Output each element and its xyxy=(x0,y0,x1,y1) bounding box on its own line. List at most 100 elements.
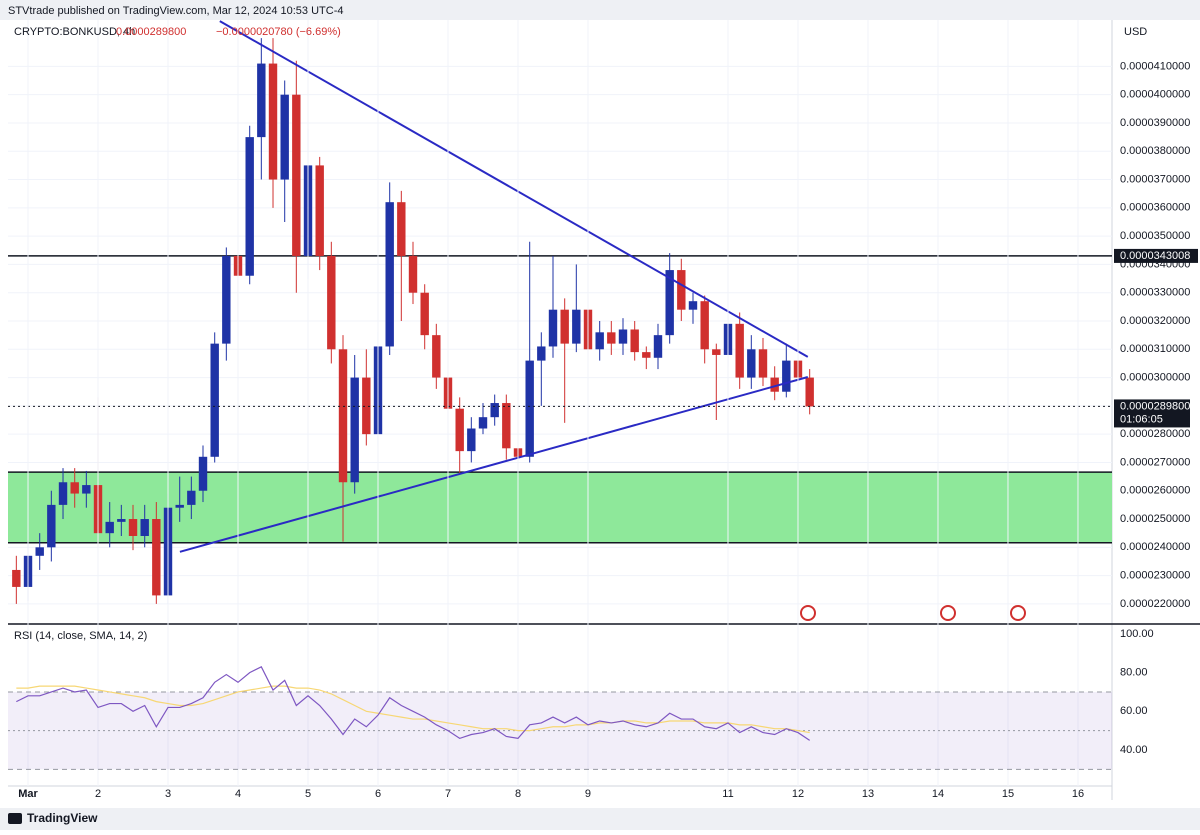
x-tick-label: 12 xyxy=(792,788,804,800)
candle-body xyxy=(222,255,231,344)
candle-body xyxy=(712,349,721,355)
candle-body xyxy=(688,301,698,310)
rsi-line xyxy=(16,666,811,741)
candle-body xyxy=(653,335,663,358)
candle-body xyxy=(12,569,21,587)
candle-body xyxy=(560,309,569,344)
candle-body xyxy=(572,309,581,344)
tv-logo xyxy=(8,813,22,824)
candle-body xyxy=(315,165,324,256)
candle-body xyxy=(58,482,68,505)
y-tick-label: 0.0000310000 xyxy=(1120,343,1190,355)
last-price-label: 0.0000289800 xyxy=(1120,400,1190,412)
demand-zone xyxy=(8,472,1112,543)
candle-body xyxy=(327,255,336,350)
footer-brand: TradingView xyxy=(27,811,98,825)
x-tick-label: 14 xyxy=(932,788,944,800)
candle-body xyxy=(338,349,348,483)
plot: 0.0000220000 0.0000230000 0.0000240000 0.00… xyxy=(8,20,1198,800)
candle-body xyxy=(198,456,208,491)
event-icon[interactable] xyxy=(800,605,816,621)
y-tick-label: 0.0000230000 xyxy=(1120,570,1190,582)
candle-body xyxy=(35,547,44,556)
rsi-tick-label: 80.00 xyxy=(1120,667,1148,679)
countdown: 01:06:05 xyxy=(1120,413,1163,425)
candle-body xyxy=(618,329,628,344)
y-tick-label: 0.0000270000 xyxy=(1120,456,1190,468)
last-price-badge xyxy=(1114,399,1190,428)
publish-info: STVtrade published on TradingView.com, M… xyxy=(8,5,343,17)
price-badge xyxy=(1114,248,1198,263)
candle-body xyxy=(257,63,266,138)
candle-body xyxy=(770,377,779,392)
candle-body xyxy=(782,360,791,392)
candle-body xyxy=(292,94,301,256)
candle-body xyxy=(455,408,464,452)
candle-body xyxy=(432,335,441,378)
y-tick-label: 0.0000360000 xyxy=(1120,202,1190,214)
candle-body xyxy=(397,202,406,256)
y-tick-label: 0.0000260000 xyxy=(1120,485,1190,497)
candle-body xyxy=(362,377,371,435)
candle-body xyxy=(210,343,219,457)
candle-body xyxy=(525,360,534,457)
candle-body xyxy=(677,270,686,310)
candle-body xyxy=(128,519,138,536)
y-tick-label: 0.0000240000 xyxy=(1120,541,1190,553)
x-tick-label: 5 xyxy=(305,788,311,800)
candle-body xyxy=(175,504,184,508)
x-tick-label: 6 xyxy=(375,788,381,800)
candle-body xyxy=(735,323,744,378)
candle-body xyxy=(187,490,196,505)
y-tick-label: 0.0000330000 xyxy=(1120,287,1190,299)
main-pane xyxy=(8,20,1112,605)
x-tick-label: 16 xyxy=(1072,788,1084,800)
y-tick-label: 0.0000250000 xyxy=(1120,513,1190,525)
x-tick-label: 3 xyxy=(165,788,171,800)
candle-body xyxy=(385,202,394,347)
rsi-line xyxy=(16,685,810,734)
event-icons xyxy=(800,605,1026,621)
candle-body xyxy=(280,94,289,180)
x-tick-label: 4 xyxy=(235,788,241,800)
x-tick-label: 15 xyxy=(1002,788,1014,800)
x-tick-label: 2 xyxy=(95,788,101,800)
y-tick-label: 0.0000350000 xyxy=(1120,230,1190,242)
candle-body xyxy=(805,377,814,407)
candle-body xyxy=(548,309,558,347)
candle-body xyxy=(665,270,674,336)
x-tick-label: Mar xyxy=(18,788,38,800)
rsi-tick-label: 60.00 xyxy=(1120,705,1148,717)
candle-body xyxy=(47,504,56,548)
last-value: 0.0000289800 xyxy=(116,26,186,38)
event-icon[interactable] xyxy=(1010,605,1026,621)
y-tick-label: 0.0000370000 xyxy=(1120,173,1190,185)
candle-body xyxy=(245,137,254,276)
y-tick-label: 0.0000300000 xyxy=(1120,371,1190,383)
candle-body xyxy=(478,417,488,429)
y-tick-label: 0.0000220000 xyxy=(1120,598,1190,610)
y-tick-label: 0.0000390000 xyxy=(1120,117,1190,129)
candle-body xyxy=(758,349,768,378)
event-icon[interactable] xyxy=(940,605,956,621)
x-tick-label: 8 xyxy=(515,788,521,800)
x-tick-label: 13 xyxy=(862,788,874,800)
bottom-bar xyxy=(0,808,1200,830)
candle-body xyxy=(117,519,126,522)
trendline xyxy=(219,20,809,358)
y-tick-label: 0.0000320000 xyxy=(1120,315,1190,327)
candle-body xyxy=(420,292,429,336)
x-tick-label: 11 xyxy=(722,788,733,800)
x-tick-label: 9 xyxy=(585,788,591,800)
candle-body xyxy=(537,346,546,361)
candle-body xyxy=(350,377,359,483)
change: −0.0000020780 (−6.69%) xyxy=(216,26,341,38)
candle-body xyxy=(268,63,278,180)
candle-body xyxy=(82,485,91,494)
candle-body xyxy=(490,403,499,418)
y-tick-label: 0.0000380000 xyxy=(1120,145,1190,157)
candle-body xyxy=(607,332,616,344)
price-badge-label: 0.0000343008 xyxy=(1120,250,1190,262)
candle-body xyxy=(747,349,756,378)
